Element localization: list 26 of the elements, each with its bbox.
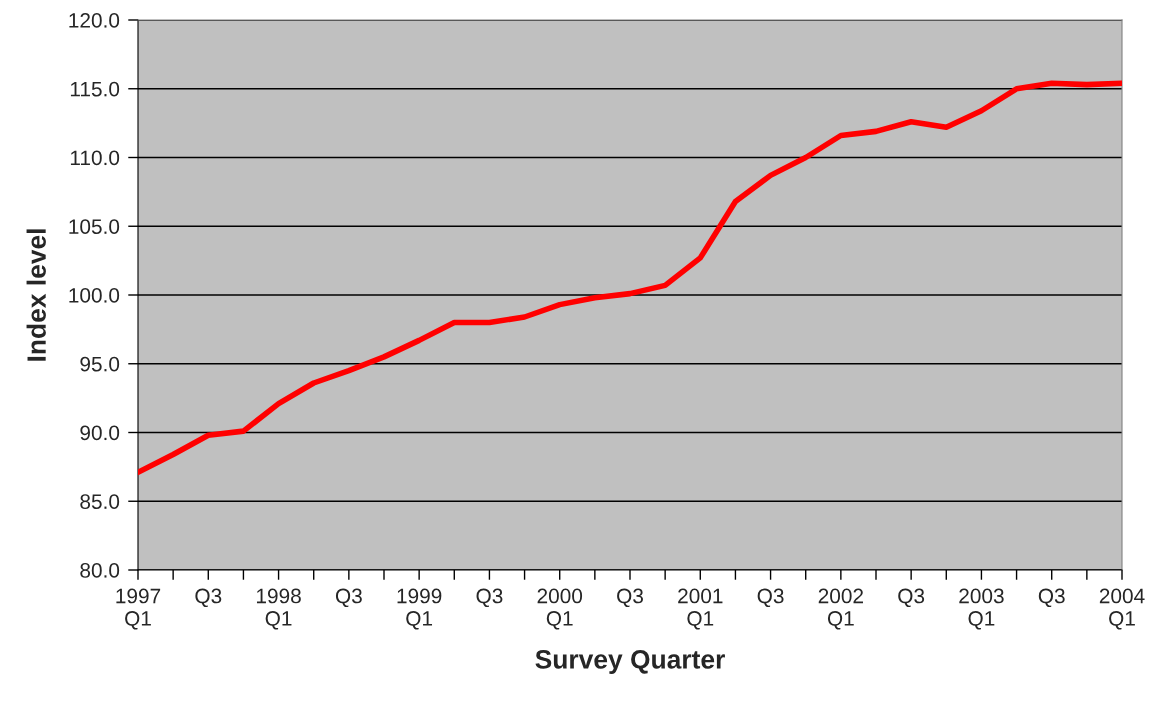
y-tick-label: 95.0 (80, 356, 120, 372)
x-tick-label: 1997 Q1 (116, 588, 161, 630)
y-tick-label: 80.0 (80, 563, 120, 578)
x-tick-label: 2000 Q1 (537, 588, 583, 630)
x-tick-label: 1998 Q1 (256, 588, 301, 630)
y-tick-label: 90.0 (80, 425, 120, 441)
x-tick-label: Q3 (476, 588, 503, 608)
x-tick-label: Q3 (757, 588, 784, 608)
x-tick-label: Q3 (1038, 588, 1065, 608)
y-axis-title: Index level (26, 229, 46, 361)
y-tick-label: 85.0 (80, 494, 120, 509)
x-tick-label: 2004 Q1 (1099, 588, 1145, 630)
y-tick-label: 100.0 (69, 288, 120, 303)
y-tick-label: 110.0 (70, 150, 120, 166)
y-tick-label: 105.0 (69, 219, 120, 234)
x-tick-label: Q3 (617, 588, 643, 608)
x-tick-label: 2003 Q1 (959, 588, 1004, 630)
x-tick-label: Q3 (335, 588, 362, 608)
x-tick-label: 1999 Q1 (397, 588, 442, 630)
y-tick-label: 115.0 (70, 81, 120, 97)
x-tick-label: Q3 (898, 588, 925, 608)
y-tick-label: 120.0 (69, 13, 120, 28)
x-tick-label: 2002 Q1 (818, 588, 863, 630)
x-axis-title: Survey Quarter (535, 650, 725, 674)
x-tick-label: Q3 (195, 588, 222, 608)
x-tick-label: 2001 Q1 (678, 588, 723, 630)
